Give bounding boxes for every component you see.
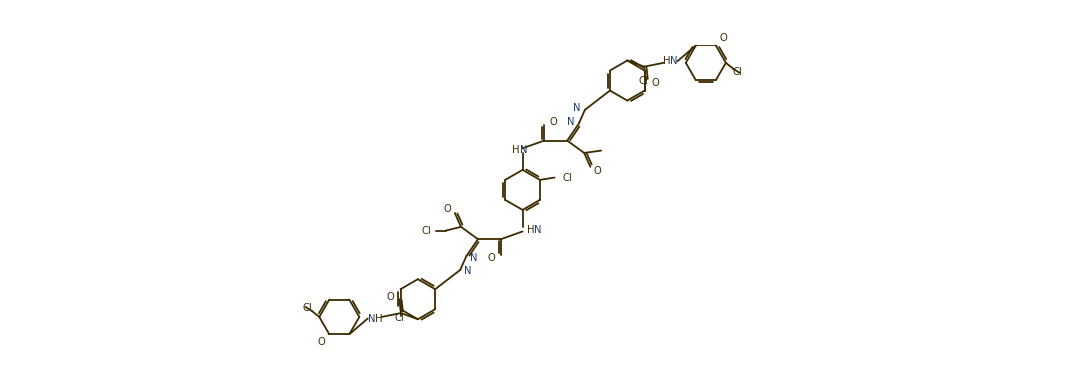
Text: O: O bbox=[651, 78, 659, 88]
Text: H: H bbox=[374, 314, 382, 324]
Text: Cl: Cl bbox=[562, 173, 572, 183]
Text: O: O bbox=[317, 337, 326, 347]
Text: N: N bbox=[568, 117, 575, 127]
Text: Cl: Cl bbox=[422, 226, 432, 236]
Text: O: O bbox=[720, 33, 727, 43]
Text: H: H bbox=[511, 145, 519, 155]
Text: N: N bbox=[574, 103, 581, 113]
Text: Cl: Cl bbox=[394, 314, 404, 323]
Text: Cl: Cl bbox=[303, 303, 313, 313]
Text: N: N bbox=[464, 267, 472, 276]
Text: Cl: Cl bbox=[733, 67, 742, 77]
Text: N: N bbox=[670, 56, 678, 65]
Text: O: O bbox=[488, 253, 495, 263]
Text: O: O bbox=[593, 166, 601, 176]
Text: O: O bbox=[443, 204, 452, 214]
Text: O: O bbox=[549, 117, 557, 127]
Text: N: N bbox=[368, 314, 375, 324]
Text: H: H bbox=[663, 56, 670, 65]
Text: O: O bbox=[386, 292, 394, 302]
Text: N: N bbox=[520, 145, 528, 155]
Text: N: N bbox=[534, 225, 542, 235]
Text: N: N bbox=[470, 253, 478, 263]
Text: H: H bbox=[527, 225, 534, 235]
Text: Cl: Cl bbox=[638, 76, 648, 86]
